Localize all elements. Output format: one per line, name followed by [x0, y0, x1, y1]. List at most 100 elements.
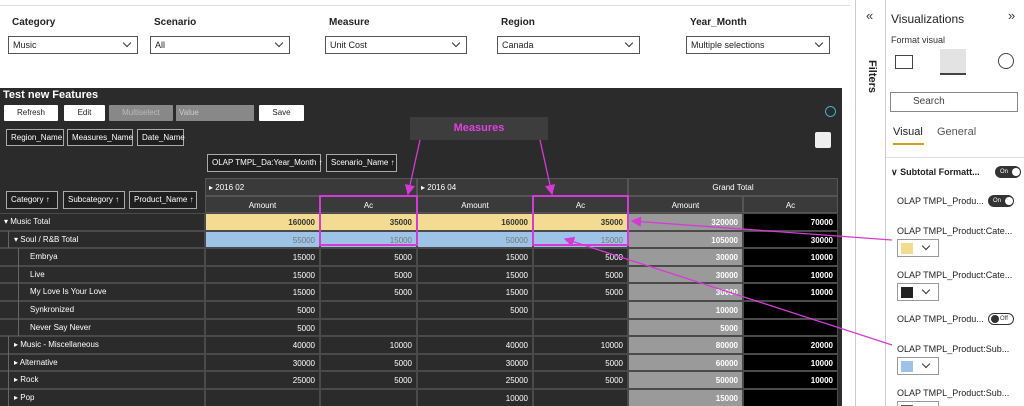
cell: 160000 [417, 213, 533, 231]
row-label[interactable]: ▾ Soul / R&B Total [14, 234, 79, 244]
cell: 35000 [533, 213, 628, 231]
toggle[interactable]: On [995, 166, 1021, 178]
collapse-icon[interactable]: « [866, 8, 874, 23]
slicer-dropdown[interactable]: Canada [497, 36, 640, 54]
cell: 5000 [533, 283, 628, 301]
measure-header: Amount [628, 196, 743, 213]
cell: 30000 [628, 265, 743, 284]
indent [18, 283, 19, 301]
help-icon[interactable] [825, 106, 836, 117]
cell [320, 318, 417, 337]
button-label: Save [272, 108, 291, 117]
cell: 25000 [417, 371, 533, 389]
row-label[interactable]: ▸ Pop [14, 393, 35, 402]
field-chip[interactable]: Scenario_Name [326, 154, 397, 172]
row-label[interactable]: ▾ Music Total [4, 217, 51, 226]
cell: 15000 [320, 230, 417, 249]
row-label[interactable]: ▸ Rock [14, 375, 39, 385]
field-chip[interactable]: OLAP TMPL_Da:Year_Month [207, 154, 321, 172]
expand-icon[interactable]: » [1008, 8, 1016, 23]
field-chip[interactable]: Measures_Name [67, 129, 133, 146]
slicer-dropdown[interactable]: Multiple selections [686, 36, 830, 54]
indent [18, 318, 19, 337]
color-picker[interactable] [897, 357, 939, 375]
field-chip[interactable]: Region_Name [6, 129, 64, 146]
cell: 320000 [628, 213, 743, 231]
cell: 30000 [417, 353, 533, 372]
tab[interactable]: General [937, 126, 977, 138]
cell: 30000 [628, 283, 743, 301]
cell [533, 318, 628, 337]
field-chip[interactable]: Subcategory [63, 191, 125, 209]
chevron [921, 359, 931, 369]
row-header-cell [0, 353, 205, 372]
cell: 5000 [533, 265, 628, 284]
icon-grid[interactable] [895, 55, 913, 69]
slicer-value: Music [13, 40, 37, 50]
button-label: Refresh [16, 108, 45, 117]
slicer-value: All [155, 40, 166, 50]
tab-divider [886, 157, 1024, 158]
toolbar-button[interactable]: Save [259, 105, 304, 121]
cell: 5000 [417, 301, 533, 319]
slicer-dropdown[interactable]: Music [8, 36, 138, 54]
cell: 15000 [417, 265, 533, 284]
indent [18, 265, 19, 284]
row-header-cell [0, 283, 205, 301]
cell [417, 318, 533, 337]
chevron [274, 38, 284, 48]
toggle-knob [1012, 168, 1020, 176]
row-label: Never Say Never [30, 322, 91, 332]
cell: 5000 [628, 318, 743, 337]
row-label[interactable]: ▸ Music - Miscellaneous [14, 340, 99, 350]
field-chip[interactable]: Date_Name [137, 129, 185, 146]
cell: 15000 [417, 248, 533, 266]
toolbar-button[interactable]: Refresh [4, 105, 58, 121]
value-input[interactable]: Value [176, 105, 254, 121]
pane-border [885, 0, 886, 406]
cell: 35000 [320, 213, 417, 231]
slicer-value: Canada [502, 40, 534, 50]
toggle[interactable]: Off [988, 313, 1014, 325]
search-box[interactable]: Search [890, 92, 1018, 112]
icon-format[interactable] [940, 49, 966, 75]
row-label[interactable]: ▸ Alternative [14, 357, 58, 367]
cell: 10000 [743, 353, 838, 372]
icon-analytics[interactable] [998, 53, 1014, 69]
cell: 15000 [417, 283, 533, 301]
cell: 50000 [417, 230, 533, 249]
slicer-title: Category [12, 17, 56, 28]
filters-title[interactable]: Filters [866, 60, 878, 94]
field-chip[interactable]: Category [6, 191, 58, 209]
section-title[interactable]: ∨ Subtotal Formatt... [891, 167, 980, 177]
tab-active[interactable]: Visual [893, 126, 923, 138]
measure-header: Ac [743, 196, 838, 213]
measure-header: Amount [205, 196, 320, 213]
color-picker[interactable] [897, 239, 939, 257]
toggle-knob [1005, 197, 1013, 205]
annotation-box: Measures [410, 117, 548, 140]
item-label: OLAP TMPL_Product:Sub... [897, 344, 1010, 354]
cell: 30000 [628, 248, 743, 266]
slicer-dropdown[interactable]: All [150, 36, 290, 54]
cell: 10000 [743, 371, 838, 389]
cell: 70000 [743, 213, 838, 231]
cell [743, 301, 838, 319]
slicer-dropdown[interactable]: Unit Cost [325, 36, 467, 54]
tab-underline [893, 143, 924, 145]
pane-border [855, 0, 856, 406]
color-swatch [901, 287, 913, 298]
cell: 30000 [743, 230, 838, 249]
chevron [921, 241, 931, 251]
field-chip[interactable]: Product_Name [129, 191, 197, 209]
cell: 15000 [533, 230, 628, 249]
color-picker[interactable] [897, 401, 939, 406]
icon-box[interactable] [815, 132, 831, 148]
cell: 105000 [628, 230, 743, 249]
color-picker[interactable] [897, 283, 939, 301]
toolbar-button[interactable]: Edit [64, 105, 105, 121]
cell: 5000 [320, 283, 417, 301]
toggle[interactable]: On [988, 195, 1014, 207]
toggle-knob [991, 315, 999, 323]
cell [320, 389, 417, 406]
